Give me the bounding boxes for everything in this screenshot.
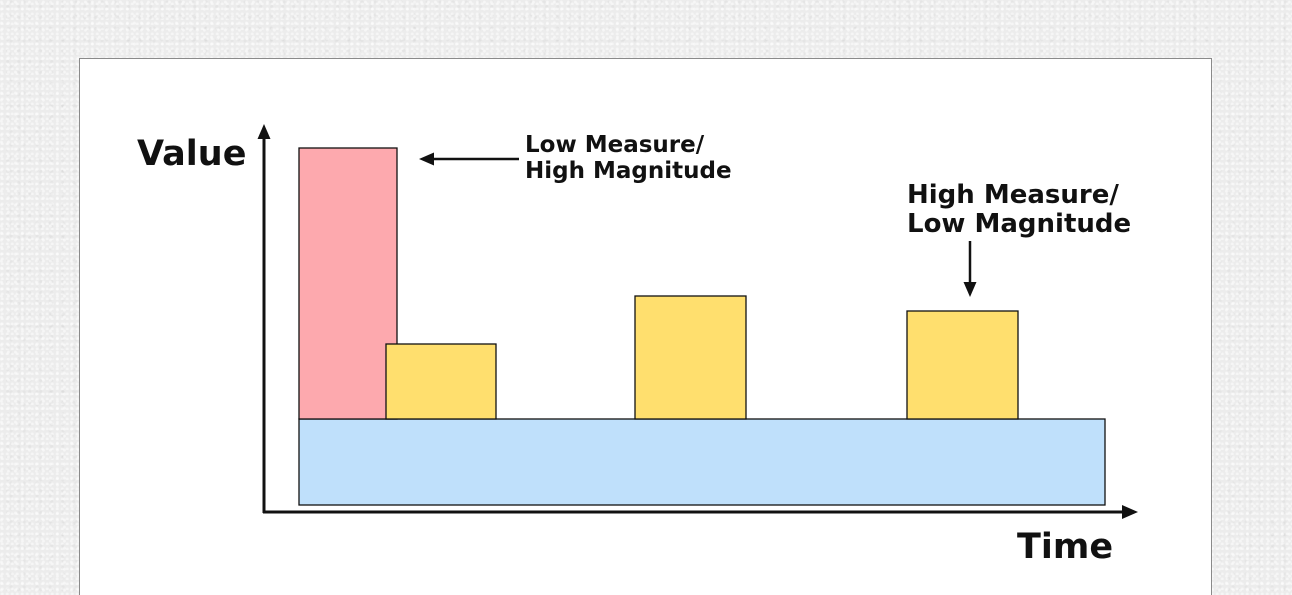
y-axis-label: Value: [137, 134, 247, 174]
spike-bar: [298, 147, 398, 420]
yellow-block-2: [634, 295, 747, 420]
low-measure-annotation: Low Measure/ High Magnitude: [525, 132, 732, 184]
x-axis-arrowhead: [1122, 505, 1138, 519]
yellow-block-1: [385, 343, 497, 420]
x-axis-label: Time: [1017, 527, 1114, 567]
high-measure-arrowhead: [963, 282, 977, 297]
yellow-block-3: [906, 310, 1019, 420]
high-measure-annotation: High Measure/ Low Magnitude: [907, 181, 1131, 239]
high-measure-line2: Low Magnitude: [907, 209, 1132, 239]
baseline-band: [298, 418, 1106, 506]
high-measure-line1: High Measure/: [907, 180, 1119, 210]
low-measure-arrowhead: [419, 152, 434, 166]
low-measure-line2: High Magnitude: [525, 158, 732, 184]
low-measure-line1: Low Measure/: [525, 132, 705, 158]
y-axis-arrowhead: [257, 124, 271, 139]
